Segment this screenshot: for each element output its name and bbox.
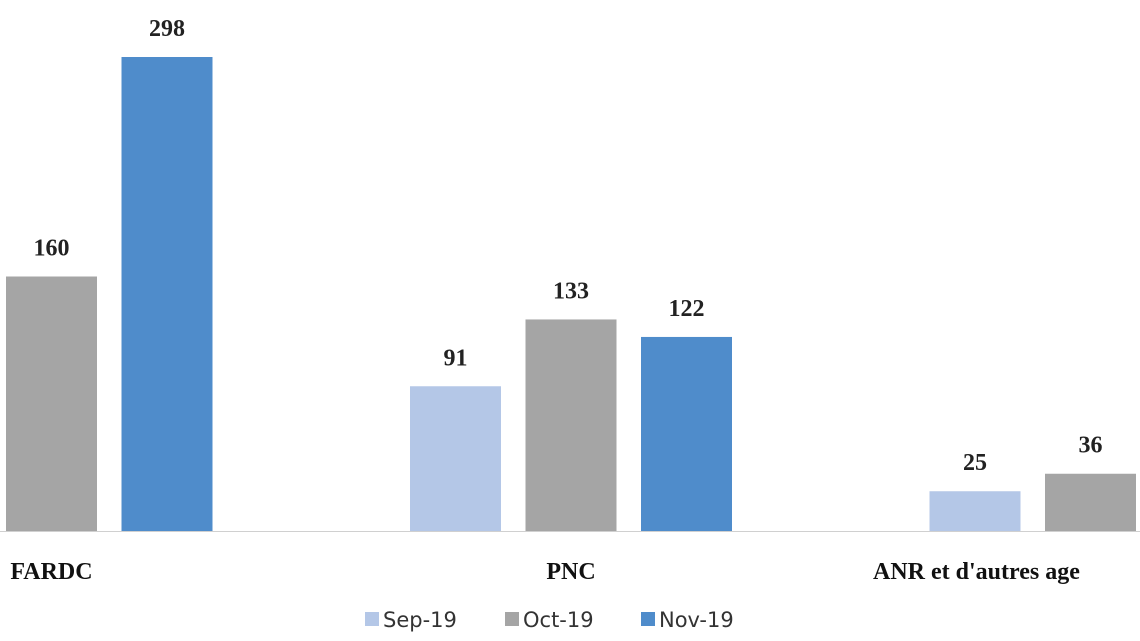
legend-label: Sep-19: [383, 608, 457, 632]
bar-oct-19-1: [6, 276, 97, 531]
data-label: 25: [963, 450, 987, 476]
data-label: 133: [553, 278, 589, 304]
data-label: 298: [149, 16, 185, 42]
bar-sep-19-3: [929, 491, 1021, 531]
legend-label: Oct-19: [523, 608, 594, 632]
bar-nov-19-1: [121, 57, 213, 531]
legend-swatch-nov-19: [641, 612, 655, 626]
legend-swatch-oct-19: [505, 612, 519, 626]
bar-oct-19-2: [525, 319, 617, 531]
category-label: ANR et d'autres age: [873, 559, 1080, 585]
bar-nov-19-2: [641, 336, 732, 531]
legend-label: Nov-19: [659, 608, 734, 632]
legend-swatch-sep-19: [365, 612, 379, 626]
bar-oct-19-3: [1045, 473, 1136, 531]
category-label: FARDC: [10, 559, 92, 585]
data-label: 160: [34, 236, 70, 262]
data-label: 91: [444, 345, 468, 371]
data-label: 36: [1079, 433, 1103, 459]
bar-sep-19-2: [410, 386, 501, 531]
data-label: 122: [669, 296, 705, 322]
category-label: PNC: [546, 559, 595, 585]
